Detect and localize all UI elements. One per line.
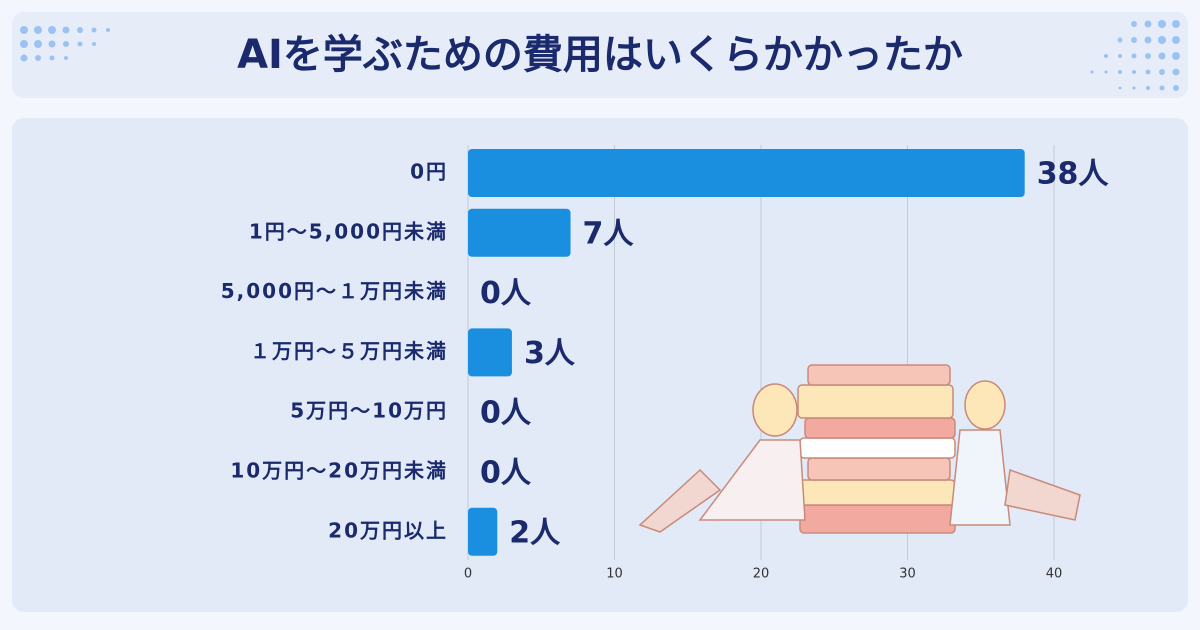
x-tick-label: 0 [464,567,472,582]
header-dots [20,20,1180,91]
x-tick-label: 40 [1046,567,1063,582]
x-tick-label: 30 [899,567,916,582]
bar [468,507,498,556]
value-label: 7人 [583,216,635,251]
category-label: 5,000円～１万円未満 [221,279,448,303]
category-label: 0円 [410,160,448,184]
category-label: １万円～５万円未満 [250,339,448,363]
category-label: 10万円～20万円未満 [230,459,448,483]
bar [468,328,512,377]
header-panel [12,12,1188,98]
chart-title: AIを学ぶための費用はいくらかかったか [237,32,963,78]
value-label: 0人 [480,456,532,491]
category-label: 20万円以上 [328,518,448,542]
value-label: 3人 [524,336,576,371]
category-label: 5万円～10万円 [290,399,448,423]
value-label: 2人 [509,515,561,550]
value-label: 0人 [480,276,532,311]
value-label: 38人 [1037,157,1110,192]
bar [468,149,1025,197]
x-tick-label: 10 [606,567,623,582]
value-label: 0人 [480,396,532,431]
category-label: 1円～5,000円未満 [249,219,448,243]
x-tick-label: 20 [753,567,770,582]
illustration [638,364,1081,534]
bar [468,208,571,257]
